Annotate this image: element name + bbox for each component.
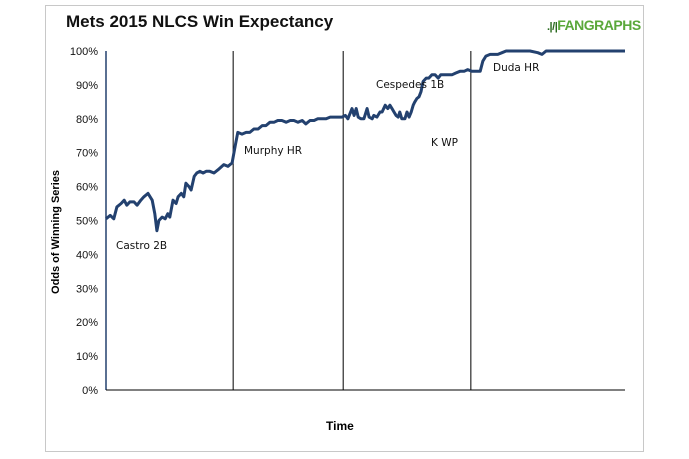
y-tick-label: 60% [76,182,98,194]
logo-mark-icon: .|/| [547,21,558,33]
annotation-castro: Castro 2B [116,240,168,252]
logo-text: FANGRAPHS [557,17,641,33]
annotation-cespedes: Cespedes 1B [376,79,445,91]
chart-frame [45,5,644,452]
y-tick-label: 50% [76,216,98,228]
y-tick-label: 10% [76,351,98,363]
chart-title: Mets 2015 NLCS Win Expectancy [66,12,334,31]
y-tick-label: 0% [82,385,98,397]
y-tick-label: 40% [76,249,98,261]
annotation-duda: Duda HR [493,62,540,74]
x-axis-label: Time [326,419,354,433]
win-expectancy-line [105,49,625,233]
y-tick-label: 90% [76,80,98,92]
fangraphs-logo: .|/|FANGRAPHS [547,17,641,33]
y-axis-label: Odds of Winning Series [50,170,62,294]
annotation-kwp: K WP [431,137,458,149]
annotation-murphy: Murphy HR [244,145,303,157]
y-tick-label: 30% [76,283,98,295]
y-tick-label: 100% [70,46,98,58]
y-tick-label: 70% [76,148,98,160]
y-tick-label: 80% [76,114,98,126]
y-tick-label: 20% [76,317,98,329]
